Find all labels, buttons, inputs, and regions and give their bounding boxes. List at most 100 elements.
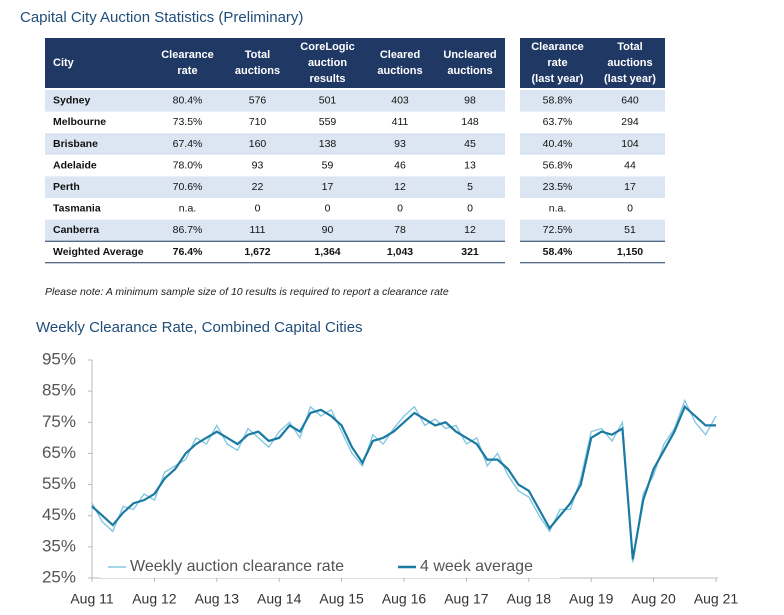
y-tick-label: 75% [42,412,76,431]
row-bg [520,90,665,112]
table-cell: 576 [249,95,267,107]
table-cell: 73.5% [173,116,203,128]
table-cell: 58.8% [543,95,573,107]
x-tick-label: Aug 14 [257,591,302,607]
table-cell: 86.7% [173,224,203,236]
x-tick-label: Aug 20 [631,591,676,607]
table-cell: Brisbane [53,138,98,150]
table-cell: 22 [252,181,264,193]
table-cell: 78 [394,224,406,236]
legend-label: Weekly auction clearance rate [130,558,344,575]
table-cell: 5 [467,181,473,193]
table-cell: 111 [250,224,266,236]
legend-label: 4 week average [420,558,533,575]
y-tick-label: 95% [42,349,76,368]
row-bg [45,219,505,242]
table-cell: 23.5% [543,181,573,193]
table-cell: 294 [621,116,639,128]
table-cell: 0 [255,203,261,215]
table-cell: 0 [325,203,331,215]
table-header: auction [308,57,347,69]
table-header: auctions [607,57,652,69]
table-cell: 12 [394,181,406,193]
table-cell: 72.5% [543,224,573,236]
table-header: Uncleared [443,49,496,61]
table-cell: Tasmania [53,203,101,215]
table-header: rate [547,57,567,69]
x-tick-label: Aug 19 [569,591,614,607]
table-header: City [53,57,75,69]
table-cell: 0 [467,203,473,215]
row-bg [45,90,505,112]
table-header: Total [617,41,642,53]
table-cell: 403 [391,95,409,107]
table-cell: 76.4% [173,246,203,258]
table-cell: Perth [53,181,80,193]
row-bg [45,176,505,198]
legend-box [100,554,560,578]
table-title: Capital City Auction Statistics (Prelimi… [20,9,303,26]
table-header: Clearance [531,41,584,53]
series-line [91,398,717,563]
table-cell: 17 [322,181,334,193]
table-header: auctions [447,65,492,77]
table-cell: 67.4% [173,138,203,150]
table-cell: 501 [319,95,337,107]
y-tick-label: 35% [42,536,76,555]
table-cell: 78.0% [173,159,203,171]
x-tick-label: Aug 18 [507,591,552,607]
table-cell: 80.4% [173,95,203,107]
table-cell: n.a. [549,203,567,215]
y-tick-label: 55% [42,474,76,493]
table-cell: 46 [394,159,406,171]
table-cell: 17 [624,181,636,193]
table-header-bg [45,38,505,88]
table-cell: 1,043 [387,246,413,258]
table-cell: 1,672 [244,246,270,258]
row-bg [520,133,665,155]
table-header: CoreLogic [300,41,354,53]
table-cell: Weighted Average [53,246,144,258]
table-cell: 70.6% [173,181,203,193]
x-tick-label: Aug 17 [444,591,489,607]
table-cell: 640 [621,95,639,107]
y-tick-label: 85% [42,381,76,400]
x-tick-label: Aug 13 [195,591,240,607]
table-cell: n.a. [179,203,197,215]
table-header: rate [177,65,197,77]
row-bg [520,176,665,198]
table-cell: 138 [319,138,337,150]
table-cell: 148 [461,116,479,128]
table-cell: Canberra [53,224,99,236]
table-cell: 63.7% [543,116,573,128]
table-cell: 93 [252,159,264,171]
table-header: results [309,73,345,85]
table-cell: Sydney [53,95,91,107]
table-cell: 58.4% [543,246,573,258]
table-cell: 1,364 [314,246,340,258]
table-cell: 98 [464,95,476,107]
table-header-bg [520,38,665,88]
table-header: Total [245,49,270,61]
y-tick-label: 65% [42,443,76,462]
x-tick-label: Aug 11 [70,591,114,607]
x-tick-label: Aug 12 [132,591,177,607]
table-cell: 56.8% [543,159,573,171]
table-header: Clearance [161,49,214,61]
x-tick-label: Aug 21 [694,591,739,607]
table-cell: 104 [621,138,639,150]
table-header: auctions [377,65,422,77]
table-cell: 45 [464,138,476,150]
chart-title: Weekly Clearance Rate, Combined Capital … [36,319,363,336]
series-line [91,404,716,560]
table-header: auctions [235,65,280,77]
table-cell: 93 [394,138,406,150]
table-cell: 559 [319,116,337,128]
note: Please note: A minimum sample size of 10… [45,286,449,298]
row-bg [45,133,505,155]
table-cell: 321 [461,246,479,258]
table-cell: 13 [464,159,476,171]
table-header: (last year) [604,73,656,85]
table-header: (last year) [532,73,584,85]
